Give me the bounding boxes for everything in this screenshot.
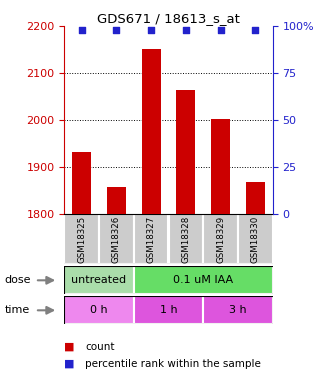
Text: percentile rank within the sample: percentile rank within the sample bbox=[85, 359, 261, 369]
Text: GSM18325: GSM18325 bbox=[77, 215, 86, 262]
Text: 1 h: 1 h bbox=[160, 305, 177, 315]
Text: ■: ■ bbox=[64, 359, 75, 369]
Bar bbox=[169, 214, 203, 264]
Text: GSM18330: GSM18330 bbox=[251, 215, 260, 262]
Bar bbox=[204, 214, 238, 264]
Point bbox=[114, 27, 119, 33]
Text: 0.1 uM IAA: 0.1 uM IAA bbox=[173, 275, 233, 285]
Point bbox=[253, 27, 258, 33]
Text: ■: ■ bbox=[64, 342, 75, 352]
Text: untreated: untreated bbox=[71, 275, 126, 285]
Bar bbox=[65, 214, 99, 264]
Bar bbox=[211, 119, 230, 214]
Bar bbox=[107, 187, 126, 214]
Text: GSM18328: GSM18328 bbox=[181, 215, 190, 262]
Text: 0 h: 0 h bbox=[90, 305, 108, 315]
Text: GSM18327: GSM18327 bbox=[147, 215, 156, 262]
Bar bbox=[238, 214, 273, 264]
Text: GSM18329: GSM18329 bbox=[216, 216, 225, 262]
Bar bbox=[246, 182, 265, 214]
Bar bbox=[99, 214, 134, 264]
Point bbox=[183, 27, 188, 33]
Point bbox=[218, 27, 223, 33]
Bar bbox=[64, 296, 134, 324]
Bar bbox=[142, 49, 161, 214]
Bar bbox=[134, 266, 273, 294]
Point bbox=[149, 27, 154, 33]
Text: count: count bbox=[85, 342, 115, 352]
Text: 3 h: 3 h bbox=[229, 305, 247, 315]
Bar bbox=[203, 296, 273, 324]
Text: time: time bbox=[5, 305, 30, 315]
Text: dose: dose bbox=[5, 275, 31, 285]
Point bbox=[79, 27, 84, 33]
Bar bbox=[134, 214, 168, 264]
Bar bbox=[72, 152, 91, 214]
Title: GDS671 / 18613_s_at: GDS671 / 18613_s_at bbox=[97, 12, 240, 25]
Bar bbox=[176, 90, 195, 214]
Text: GSM18326: GSM18326 bbox=[112, 215, 121, 262]
Bar bbox=[134, 296, 203, 324]
Bar bbox=[64, 266, 134, 294]
